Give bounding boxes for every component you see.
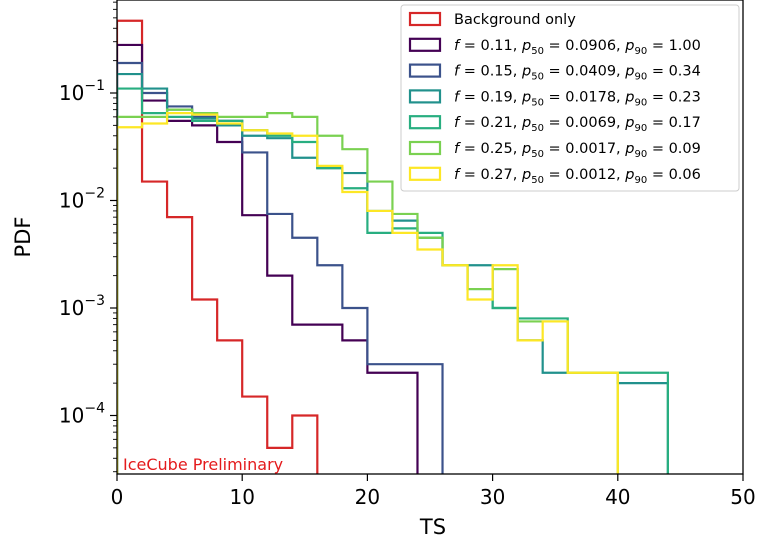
legend-swatch (408, 115, 442, 130)
series-line (117, 112, 619, 474)
x-tick-label: 10 (229, 485, 254, 509)
series-0 (117, 19, 319, 474)
x-axis-label: TS (419, 515, 446, 539)
legend-entry: f = 0.19, p50 = 0.0178, p90 = 0.23 (454, 89, 701, 108)
series-4 (117, 87, 669, 474)
x-tick-label: 30 (480, 485, 505, 509)
y-tick-label: 10−1 (59, 78, 105, 105)
legend-swatch (408, 63, 442, 78)
legend-entry: f = 0.27, p50 = 0.0012, p90 = 0.06 (454, 167, 701, 186)
legend-swatch (408, 89, 442, 104)
legend-entry: f = 0.11, p50 = 0.0906, p90 = 1.00 (454, 38, 701, 57)
axes-layer: 0 10 20 30 40 50 10−1 10−2 10−3 10−4 TS PDF (11, 0, 756, 539)
annotation-icecube-preliminary: IceCube Preliminary (123, 455, 283, 474)
legend-swatch (408, 11, 442, 27)
series-line (117, 87, 669, 474)
legend-entry: f = 0.15, p50 = 0.0409, p90 = 0.34 (454, 64, 701, 83)
legend: Background only f = 0.11, p50 = 0.0906, p… (400, 4, 740, 192)
legend-swatch (408, 140, 442, 156)
series-layer (117, 19, 669, 474)
plot-frame (116, 0, 744, 475)
y-tick-label: 10−4 (59, 401, 105, 428)
y-axis-label: PDF (11, 217, 35, 258)
x-tick-label: 0 (111, 485, 124, 509)
legend-swatch (408, 166, 442, 181)
series-line (117, 19, 319, 474)
legend-swatch (408, 37, 442, 52)
y-tick-label: 10−2 (59, 186, 105, 213)
legend-entry: f = 0.21, p50 = 0.0069, p90 = 0.17 (454, 115, 701, 134)
legend-entry: Background only (454, 12, 576, 28)
legend-entry: f = 0.25, p50 = 0.0017, p90 = 0.09 (454, 141, 701, 160)
x-tick-label: 20 (355, 485, 380, 509)
y-tick-label: 10−3 (59, 293, 105, 320)
x-tick-label: 50 (730, 485, 755, 509)
x-tick-label: 40 (605, 485, 630, 509)
series-6 (117, 112, 619, 474)
series-line (117, 61, 444, 474)
series-2 (117, 61, 444, 474)
legend-box (400, 4, 740, 192)
